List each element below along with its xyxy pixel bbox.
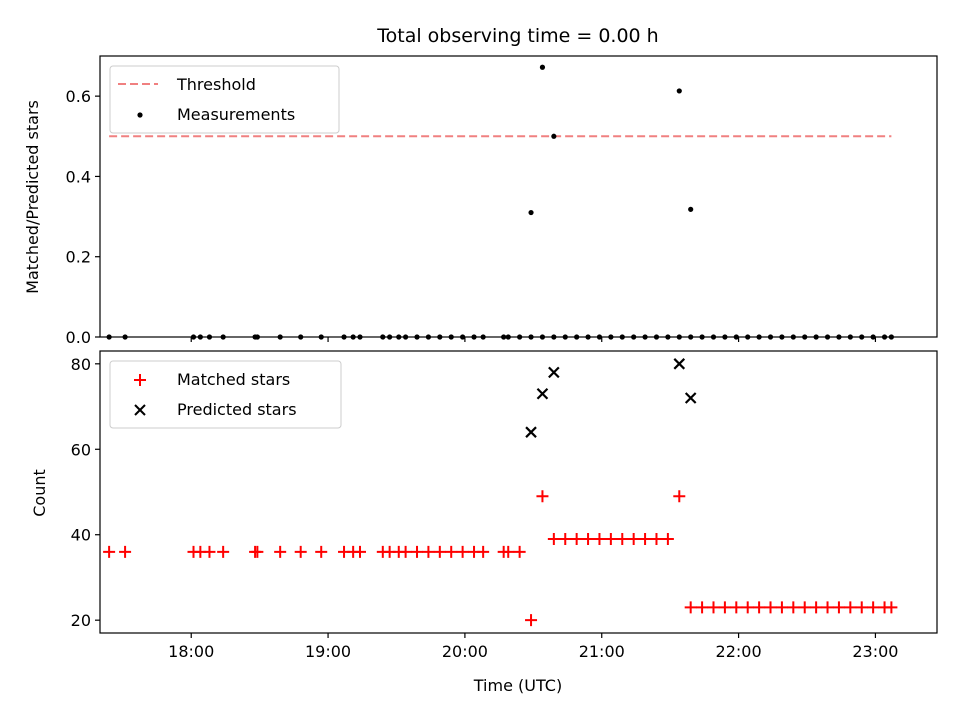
top-y-tick-label: 0.4 [66, 167, 91, 186]
bottom-y-tick-label: 20 [71, 611, 91, 630]
legend-measurements-swatch [137, 112, 143, 118]
matched-star-point [867, 601, 880, 614]
matched-star-point [445, 545, 458, 558]
x-tick-label: 20:00 [442, 642, 488, 661]
matched-star-point [775, 601, 788, 614]
matched-star-point [103, 545, 116, 558]
matched-star-point [741, 601, 754, 614]
matched-star-point [696, 601, 709, 614]
matched-star-point [251, 545, 264, 558]
matched-star-point [294, 545, 307, 558]
matched-star-point [570, 533, 583, 545]
top-y-tick-label: 0.6 [66, 87, 91, 106]
matched-star-point [707, 601, 720, 614]
matched-star-point [203, 545, 216, 558]
legend-matched-label: Matched stars [177, 370, 290, 389]
bottom-plot-area [103, 358, 898, 627]
bottom-y-axis-label: Count [30, 469, 49, 517]
x-tick-label: 21:00 [579, 642, 625, 661]
measurement-point [676, 88, 682, 94]
bottom-legend: Matched stars Predicted stars [109, 360, 342, 429]
matched-star-point [422, 545, 435, 558]
matched-star-point [810, 601, 823, 614]
bottom-x-axis-label: Time (UTC) [473, 676, 562, 695]
matched-star-point [885, 601, 898, 614]
measurement-point [539, 64, 546, 70]
top-legend-box [109, 65, 340, 134]
legend-predicted-label: Predicted stars [177, 400, 297, 419]
matched-star-point [502, 545, 515, 558]
matched-star-point [832, 601, 845, 614]
legend-measurements-label: Measurements [177, 105, 295, 124]
predicted-star-point [673, 358, 686, 370]
matched-star-point [718, 601, 731, 614]
bottom-y-tick-label: 40 [71, 526, 91, 545]
matched-star-point [627, 533, 640, 545]
top-panel: Total observing time = 0.00 h 0.00.20.40… [23, 25, 938, 347]
matched-star-point [753, 601, 766, 614]
measurement-point [528, 209, 534, 216]
matched-star-point [217, 545, 230, 558]
matched-star-point [661, 533, 674, 545]
matched-star-point [582, 533, 595, 545]
matched-star-point [684, 601, 697, 614]
matched-star-point [525, 614, 538, 627]
x-tick-label: 18:00 [168, 642, 214, 661]
matched-star-point [559, 533, 572, 545]
bottom-legend-box [109, 360, 342, 429]
matched-star-point [536, 490, 549, 503]
legend-matched-swatch [134, 374, 146, 386]
top-y-tick-label: 0.0 [66, 328, 91, 347]
top-y-axis-label: Matched/Predicted stars [23, 100, 42, 294]
predicted-star-point [536, 387, 549, 400]
matched-star-point [274, 545, 287, 558]
matched-star-point [844, 601, 857, 614]
bottom-y-axis: 20 40 60 80 [71, 355, 100, 630]
predicted-star-point [525, 426, 537, 438]
predicted-star-point [548, 366, 560, 379]
matched-star-point [855, 601, 868, 614]
measurement-point [688, 206, 694, 212]
matched-star-point [798, 601, 811, 614]
top-axes-frame [99, 55, 938, 338]
bottom-y-tick-label: 80 [71, 355, 91, 374]
matched-star-point [399, 545, 412, 558]
top-legend: Threshold Measurements [109, 65, 340, 134]
matched-star-point [119, 545, 132, 558]
matched-star-point [787, 601, 800, 614]
measurement-point [551, 133, 557, 139]
matched-star-point [650, 533, 663, 545]
matched-star-point [477, 545, 490, 558]
x-tick-label: 23:00 [852, 642, 898, 661]
matched-star-point [616, 533, 629, 545]
chart-title: Total observing time = 0.00 h [376, 25, 658, 47]
x-tick-label: 22:00 [716, 642, 762, 661]
matched-star-point [821, 601, 834, 614]
bottom-axes-frame [99, 350, 938, 634]
matched-star-point [411, 545, 424, 558]
bottom-x-axis: 18:00 19:00 20:00 21:00 22:00 23:00 [168, 633, 898, 661]
matched-star-point [456, 545, 469, 558]
predicted-star-point [684, 392, 697, 404]
matched-star-point [547, 533, 560, 545]
matched-star-point [353, 545, 366, 558]
matched-star-point [513, 545, 526, 558]
top-y-axis: 0.0 0.2 0.4 0.6 [66, 87, 100, 347]
top-y-tick-label: 0.2 [66, 248, 91, 267]
matched-star-point [730, 601, 743, 614]
matched-star-point [315, 545, 328, 558]
matched-star-point [764, 601, 777, 614]
x-tick-label: 19:00 [305, 642, 351, 661]
matched-star-point [673, 490, 686, 503]
matched-star-point [604, 533, 617, 545]
matched-star-point [593, 533, 606, 545]
legend-predicted-swatch [134, 404, 146, 416]
top-x-axis [190, 337, 877, 342]
matched-star-point [639, 533, 652, 545]
matched-star-point [433, 545, 446, 558]
legend-threshold-label: Threshold [176, 75, 256, 94]
bottom-y-tick-label: 60 [71, 440, 91, 459]
